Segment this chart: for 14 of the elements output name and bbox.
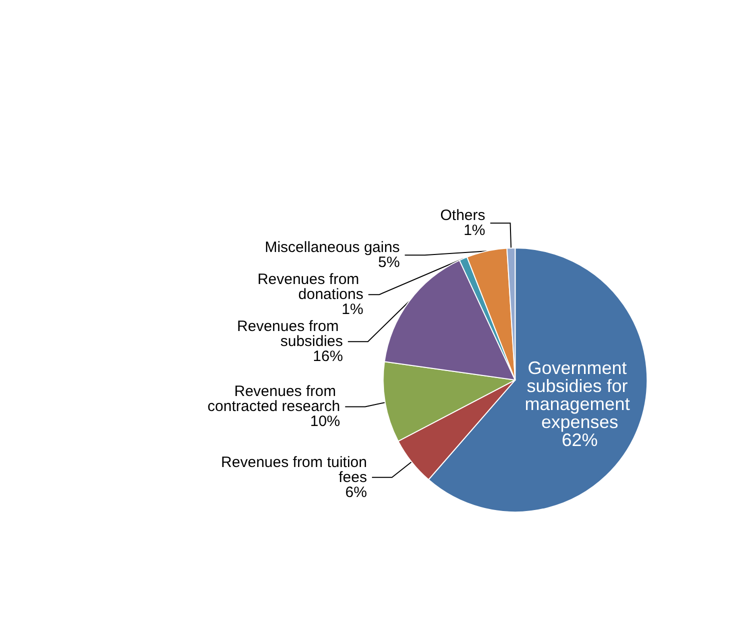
data-label: 62%: [562, 430, 598, 450]
data-label: 16%: [312, 348, 343, 366]
slice-label: Revenues from contracted research: [208, 383, 340, 416]
data-label: 10%: [310, 413, 340, 430]
slice-label: Miscellaneous gains: [264, 239, 400, 256]
data-label: 1%: [464, 222, 486, 240]
slice-label: Government subsidies for management expenses: [524, 358, 635, 432]
slice-label: Revenues from subsidies: [237, 318, 343, 350]
data-label: 1%: [342, 301, 364, 318]
slice-label: Revenues from donations: [257, 271, 364, 304]
slice-label: Revenues from tuition fees: [221, 454, 367, 486]
slice-label: Others: [440, 207, 486, 224]
data-label: 5%: [378, 254, 400, 272]
data-label: 6%: [345, 484, 367, 501]
